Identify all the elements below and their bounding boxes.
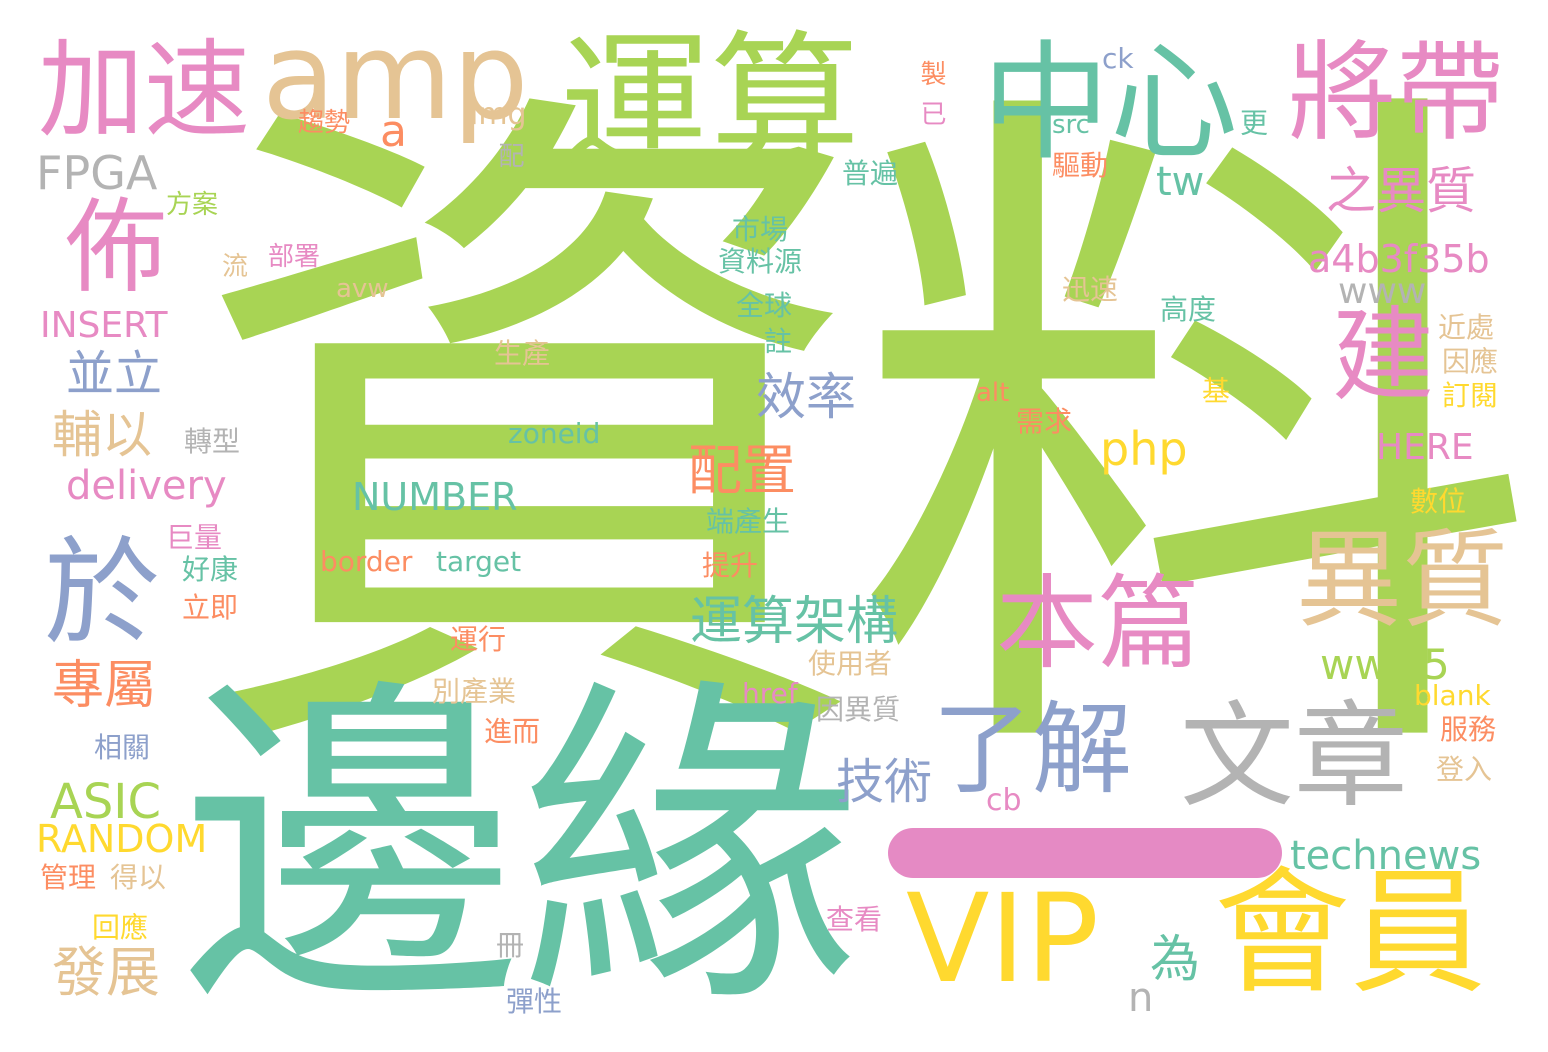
- word-shi-yong-zhe: 使用者: [808, 647, 893, 680]
- word-zoneid: zoneid: [508, 417, 601, 450]
- word-src: src: [1052, 110, 1090, 140]
- word-jin-er: 進而: [484, 715, 541, 748]
- word-fu-wu: 服務: [1440, 713, 1497, 746]
- word-blank: blank: [1414, 679, 1491, 712]
- word-le-jie: 了解: [932, 691, 1132, 808]
- word-xu-qiu: 需求: [1016, 405, 1073, 438]
- word-zhuan-xing: 轉型: [184, 425, 241, 458]
- word-fu-yi: 輔以: [52, 406, 152, 464]
- word-border: border: [320, 545, 413, 578]
- word-geng: 更: [1236, 108, 1269, 136]
- word-xiao-lv: 效率: [756, 368, 856, 426]
- word-ji-shu: 技術: [836, 754, 933, 810]
- word-deng-ru: 登入: [1436, 753, 1493, 786]
- word-ben-pian: 本篇: [996, 565, 1200, 684]
- word-ti-sheng: 提升: [702, 549, 759, 582]
- word-pu-bian: 普遍: [842, 157, 899, 190]
- word-bu-shu: 部署: [268, 242, 321, 272]
- word-jiang-dai: 將帶: [1288, 31, 1505, 156]
- word-yun-suan: 運算: [560, 18, 861, 192]
- word-zhi-yi-zhi: 之異質: [1326, 162, 1476, 220]
- word-www5: www5: [1320, 640, 1450, 689]
- word-vip: VIP: [906, 868, 1100, 1010]
- word-href: href: [742, 677, 798, 710]
- word-ji: 基: [1198, 376, 1231, 404]
- word-sheng-chan: 生產: [494, 337, 551, 370]
- word-fa-zhan: 發展: [52, 941, 160, 1004]
- word-ck: ck: [1102, 42, 1134, 75]
- word-bu: 佈: [65, 189, 167, 308]
- word-jian: 建: [1332, 297, 1434, 416]
- word-ju-liang: 巨量: [166, 521, 223, 554]
- word-number: NUMBER: [352, 475, 518, 519]
- word-here: HERE: [1376, 427, 1474, 468]
- word-ding-yue: 訂閱: [1442, 379, 1499, 412]
- word-php: php: [1100, 422, 1188, 476]
- word-cha-kan: 查看: [826, 903, 883, 936]
- word-img: img: [470, 97, 527, 132]
- word-gao-du: 高度: [1160, 293, 1217, 326]
- word-yi: 已: [916, 100, 946, 126]
- word-yi-zhi: 異質: [1296, 519, 1508, 642]
- word-n: n: [1128, 975, 1154, 1021]
- word-xiang-guan: 相關: [94, 731, 151, 764]
- word-jin-chu: 近處: [1438, 311, 1495, 344]
- word-wen-zhang: 文章: [1180, 690, 1409, 823]
- word-zhi: 製: [916, 60, 946, 86]
- word-yin-yi-zhi: 因異質: [816, 693, 901, 726]
- word-zhong-xin: 中心: [982, 29, 1239, 178]
- word-fang-an: 方案: [166, 190, 219, 220]
- word-jia-su: 加速: [38, 29, 250, 152]
- word-li-ji: 立即: [182, 591, 239, 624]
- word-zi-liao: 資料: [190, 38, 1540, 841]
- word-wei: 為: [1150, 930, 1200, 988]
- word-delivery: delivery: [66, 463, 227, 509]
- word-pei-zhi: 配置: [688, 439, 796, 502]
- word-yun-suan-jia-gou: 運算架構: [690, 592, 899, 652]
- word-bing-li: 並立: [66, 346, 163, 402]
- word-de-yi: 得以: [110, 861, 167, 894]
- word-liu: 流: [222, 252, 249, 282]
- word-technews: technews: [1290, 833, 1482, 879]
- word-qu-dong: 驅動: [1052, 149, 1109, 182]
- word-qu-shi: 趨勢: [298, 108, 351, 138]
- word-amp: amp: [262, 8, 529, 147]
- word-avw: avw: [336, 274, 389, 304]
- word-guan-li: 管理: [40, 861, 97, 894]
- word-target: target: [436, 545, 522, 578]
- word-shu-wei: 數位: [1410, 485, 1467, 518]
- word-hui-ying: 回應: [92, 911, 149, 944]
- word-quan-qiu: 全球: [736, 289, 793, 322]
- word-random: RANDOM: [36, 817, 208, 861]
- word-www: www: [1338, 271, 1427, 312]
- pink-bar-mark: [888, 828, 1282, 878]
- word-a: a: [380, 106, 407, 157]
- word-yun-xing: 運行: [450, 623, 507, 656]
- word-zhuan-shu: 專屬: [52, 656, 157, 716]
- word-tw: tw: [1156, 159, 1205, 205]
- word-pei: 配: [494, 142, 524, 168]
- word-zi-liao-yuan: 資料源: [718, 245, 803, 278]
- word-insert: INSERT: [40, 305, 168, 346]
- word-fpga: FPGA: [36, 146, 158, 200]
- word-duan-chan-sheng: 端產生: [706, 505, 791, 538]
- word-ce: 冊: [496, 929, 525, 962]
- word-hui-yuan: 會員: [1214, 855, 1486, 1013]
- word-xun-su: 迅速: [1062, 273, 1119, 306]
- word-hao-kang: 好康: [182, 553, 239, 586]
- word-bie-chan-ye: 別產業: [432, 675, 517, 708]
- word-yu: 於: [44, 526, 160, 661]
- word-a4b3f35b: a4b3f35b: [1308, 237, 1490, 281]
- word-asic: ASIC: [50, 774, 161, 830]
- word-tan-xing: 彈性: [506, 985, 563, 1018]
- word-yin-ying: 因應: [1442, 345, 1499, 378]
- word-cb: cb: [986, 783, 1022, 818]
- word-alt: alt: [976, 378, 1010, 408]
- word-shi-chang: 市場: [732, 213, 789, 246]
- word-bian-yuan: 邊緣: [180, 652, 860, 1048]
- word-zhu: 註: [764, 325, 793, 358]
